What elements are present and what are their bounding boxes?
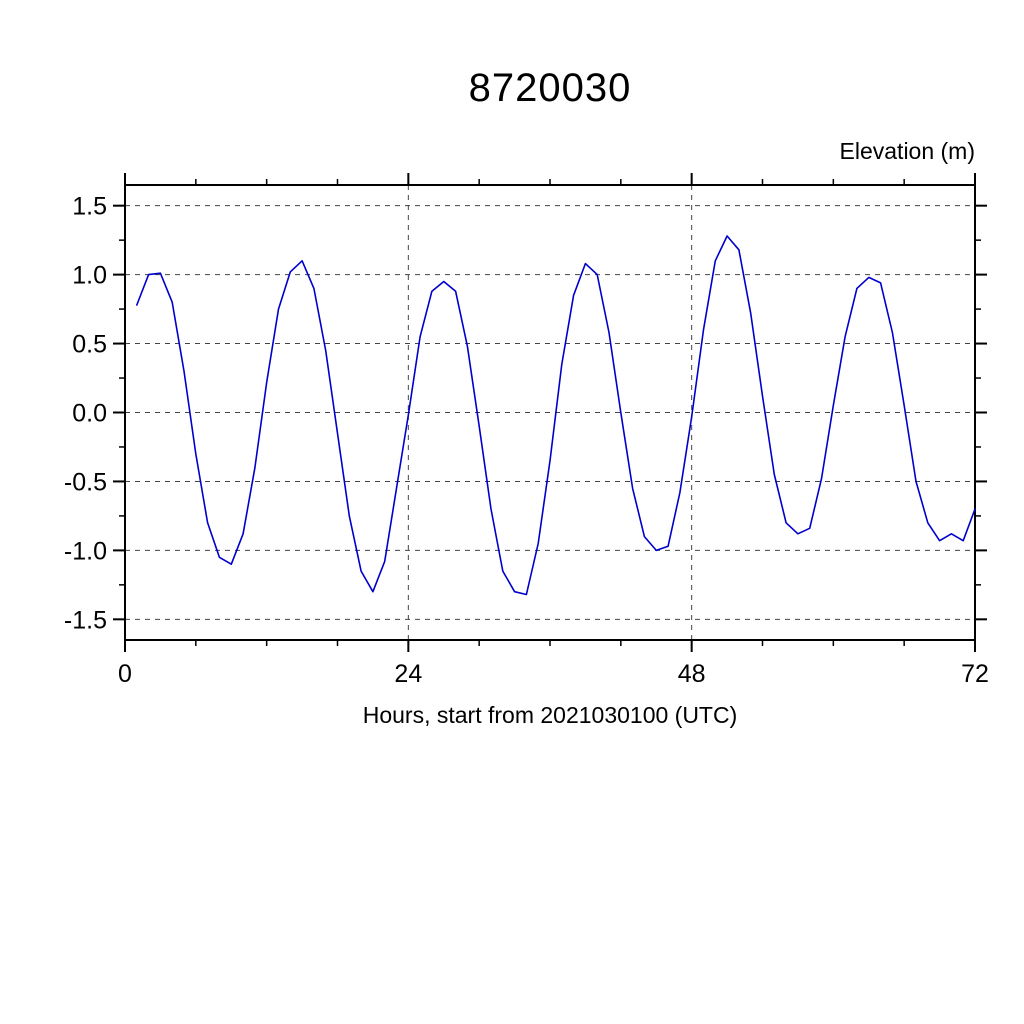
y-tick-label: -0.5 [64, 468, 107, 496]
y-tick-label: 0.5 [72, 331, 107, 359]
elevation-line [136, 235, 976, 596]
y-tick-label: 0.0 [72, 400, 107, 428]
y-axis-corner-label: Elevation (m) [839, 138, 975, 164]
chart-title: 8720030 [468, 66, 632, 110]
x-tick-label: 72 [961, 660, 989, 688]
x-tick-label: 0 [118, 660, 132, 688]
y-tick-label: 1.0 [72, 262, 107, 290]
x-axis-label: Hours, start from 2021030100 (UTC) [362, 702, 738, 728]
x-tick-label: 48 [678, 660, 706, 688]
plot-frame [124, 184, 976, 641]
y-tick-label: -1.5 [64, 606, 107, 634]
y-tick-label: 1.5 [72, 193, 107, 221]
x-tick-label: 24 [394, 660, 422, 688]
y-tick-label: -1.0 [64, 537, 107, 565]
